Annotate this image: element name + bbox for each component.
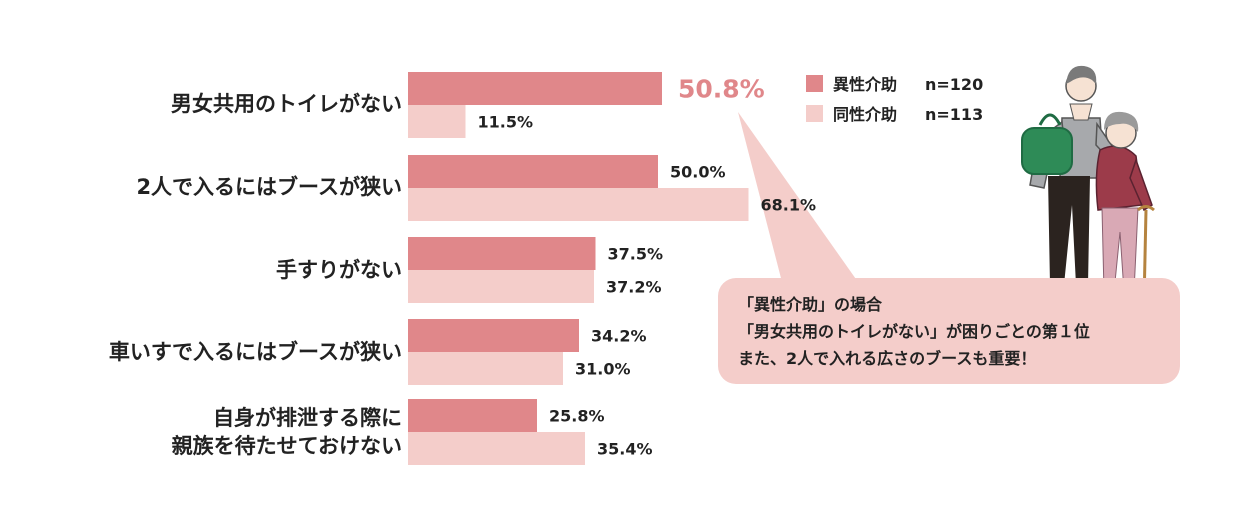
- data-label: 35.4%: [597, 440, 653, 459]
- bar-opposite-sex: [408, 237, 596, 270]
- data-label: 50.8%: [678, 75, 765, 104]
- category-label: 2人で入るにはブースが狭い: [136, 175, 402, 199]
- bar-opposite-sex: [408, 399, 537, 432]
- category-label: 男女共用のトイレがない: [171, 92, 402, 116]
- data-label: 37.5%: [608, 245, 664, 264]
- callout-pointer: [738, 112, 858, 282]
- data-label: 34.2%: [591, 327, 647, 346]
- bar-same-sex: [408, 432, 585, 465]
- bar-same-sex: [408, 188, 749, 221]
- data-label: 50.0%: [670, 163, 726, 182]
- callout-box: 「異性介助」の場合 「男女共用のトイレがない」が困りごとの第１位 また、2人で入…: [718, 278, 1180, 384]
- legend-swatch: [806, 105, 823, 122]
- legend-n: n=120: [925, 75, 984, 94]
- caregiver-with-elderly-woman-icon: [1021, 65, 1155, 305]
- callout-line: 「異性介助」の場合: [738, 295, 883, 314]
- bar-same-sex: [408, 352, 563, 385]
- category-label: 手すりがない: [276, 258, 402, 282]
- data-label: 25.8%: [549, 407, 605, 426]
- data-label: 68.1%: [761, 196, 817, 215]
- category-label: 自身が排泄する際に 親族を待たせておけない: [171, 406, 402, 458]
- legend-swatch: [806, 75, 823, 92]
- data-label: 31.0%: [575, 360, 631, 379]
- bar-same-sex: [408, 105, 466, 138]
- bar-opposite-sex: [408, 155, 658, 188]
- bar-opposite-sex: [408, 72, 662, 105]
- bar-same-sex: [408, 270, 594, 303]
- category-label: 車いすで入るにはブースが狭い: [108, 340, 402, 364]
- legend-label: 同性介助: [833, 105, 898, 124]
- legend-label: 異性介助: [833, 75, 898, 94]
- legend-item: 異性介助 n=120: [806, 71, 983, 95]
- legend-item: 同性介助 n=113: [806, 101, 983, 125]
- callout-line: 「男女共用のトイレがない」が困りごとの第１位: [738, 322, 1090, 341]
- callout-line: また、2人で入れる広さのブースも重要！: [738, 349, 1037, 368]
- data-label: 37.2%: [606, 278, 662, 297]
- legend-n: n=113: [925, 105, 984, 124]
- data-label: 11.5%: [478, 113, 534, 132]
- bars-group: 50.8% 11.5% 50.0% 68.1% 37.5% 37.2% 34.2% 31.0%…: [408, 72, 816, 465]
- bar-opposite-sex: [408, 319, 579, 352]
